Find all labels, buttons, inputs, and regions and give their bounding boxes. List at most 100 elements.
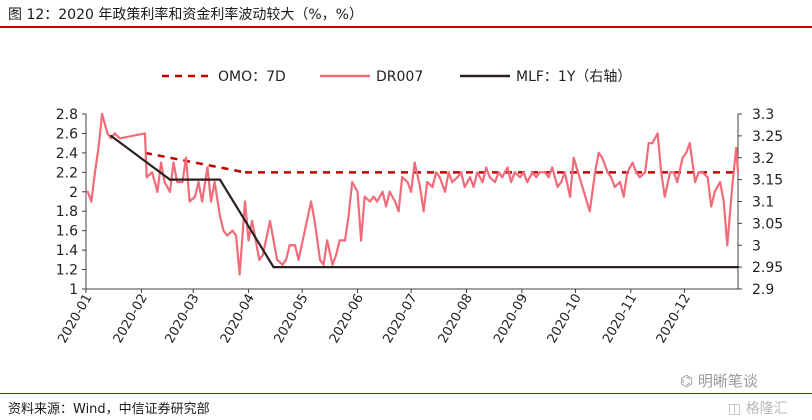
series-segment [331, 253, 338, 266]
x-tick-label: 2020-11 [600, 292, 640, 347]
series-segment [451, 176, 459, 184]
series-segment [588, 171, 597, 213]
series-segment [93, 146, 100, 174]
series-segment [313, 219, 322, 261]
series-segment [334, 239, 341, 257]
series-segment [431, 171, 438, 189]
series-segment [226, 229, 234, 237]
series-segment [218, 214, 225, 232]
series-segment [722, 200, 729, 247]
series-segment [660, 171, 666, 198]
series-segment [463, 176, 472, 189]
series-segment [359, 195, 366, 242]
footer-divider [0, 393, 812, 394]
right-tick-label: 3.2 [752, 151, 774, 167]
wechat-watermark: ⌬ 明晰笔谈 [680, 370, 758, 391]
series-segment [272, 239, 279, 261]
series-segment [356, 190, 363, 242]
series-segment [243, 200, 250, 242]
series-segment [156, 161, 163, 193]
series-segment [443, 171, 450, 193]
series-segment [384, 190, 391, 208]
series-segment [90, 171, 97, 203]
left-tick-label: 2.8 [56, 107, 78, 123]
series-segment [488, 176, 497, 184]
series-segment [97, 112, 104, 150]
series-segment [593, 151, 600, 174]
series-segment [397, 176, 404, 213]
series-segment [438, 176, 447, 193]
series-segment [706, 176, 713, 208]
series-segment [297, 200, 313, 261]
series-segment [719, 180, 725, 203]
left-tick-label: 1.8 [56, 204, 78, 220]
series-segment [168, 161, 175, 193]
series-segment [501, 166, 509, 179]
series-segment [510, 171, 516, 184]
x-tick-label: 2020-07 [380, 292, 420, 347]
series-segment [118, 132, 147, 140]
series-segment [422, 180, 429, 213]
series-segment [522, 171, 529, 184]
series-segment [238, 200, 247, 276]
series-segment [638, 171, 647, 179]
series-segment [447, 171, 454, 184]
series-segment [572, 156, 591, 213]
series-segment [100, 112, 109, 135]
chart-title: 图 12：2020 年政策利率和资金利率波动较大（%，%） [8, 7, 363, 23]
series-segment [113, 132, 122, 140]
left-tick-label: 2.4 [56, 146, 78, 162]
series-segment [213, 180, 222, 218]
series-segment [188, 195, 197, 203]
right-tick-label: 3.15 [752, 173, 783, 189]
left-tick-label: 2 [69, 185, 78, 201]
x-tick-label: 2020-09 [491, 292, 531, 347]
title-divider [0, 26, 812, 28]
series-segment [150, 171, 159, 193]
series-segment [376, 190, 384, 203]
right-tick-label: 3.3 [752, 107, 774, 123]
series-segment [563, 171, 572, 198]
series-segment [343, 214, 350, 242]
series-segment [460, 171, 466, 189]
series-segment [663, 171, 672, 198]
legend-label: MLF：1Y（右轴） [516, 69, 631, 85]
series-segment [622, 171, 629, 198]
left-tick-label: 2.2 [56, 165, 78, 181]
series-segment [143, 132, 148, 179]
x-tick-label: 2020-12 [654, 292, 694, 347]
series-segment [326, 239, 334, 266]
series-segment [476, 171, 484, 184]
series-segment [413, 161, 422, 189]
series-segment [363, 195, 372, 203]
series-segment [656, 132, 663, 174]
series-segment [322, 239, 329, 266]
series-group [109, 134, 740, 269]
right-tick-label: 2.9 [752, 282, 774, 298]
series-segment [644, 142, 650, 174]
series-segment [268, 219, 275, 242]
series-segment [351, 180, 359, 193]
x-tick-label: 2020-02 [111, 292, 151, 347]
series-segment [381, 190, 388, 208]
series-segment [347, 180, 354, 218]
source-note: 资料来源：Wind，中信证券研究部 [8, 402, 210, 417]
series-segment [401, 176, 409, 184]
left-tick-label: 2.6 [56, 126, 78, 142]
left-tick-label: 1.2 [56, 263, 78, 279]
right-tick-label: 2.95 [752, 260, 783, 276]
x-tick-label: 2020-06 [327, 292, 367, 347]
x-tick-label: 2020-08 [436, 292, 476, 347]
x-tick-label: 2020-05 [271, 292, 311, 347]
series-segment [710, 190, 716, 208]
series-segment [626, 161, 634, 174]
series-segment [309, 200, 316, 223]
legend-label: DR007 [376, 69, 423, 85]
logo-icon: ◫ [728, 401, 746, 417]
x-tick-label: 2020-03 [162, 292, 202, 347]
series-segment [109, 134, 172, 181]
series-segment [713, 180, 722, 193]
right-tick-label: 3.25 [752, 129, 783, 145]
rate-chart: OMO：7D DR007 MLF：1Y（右轴） 1 1.2 1.4 1.6 1.8 2 2.2 2… [55, 69, 783, 347]
series-segment [610, 176, 616, 189]
